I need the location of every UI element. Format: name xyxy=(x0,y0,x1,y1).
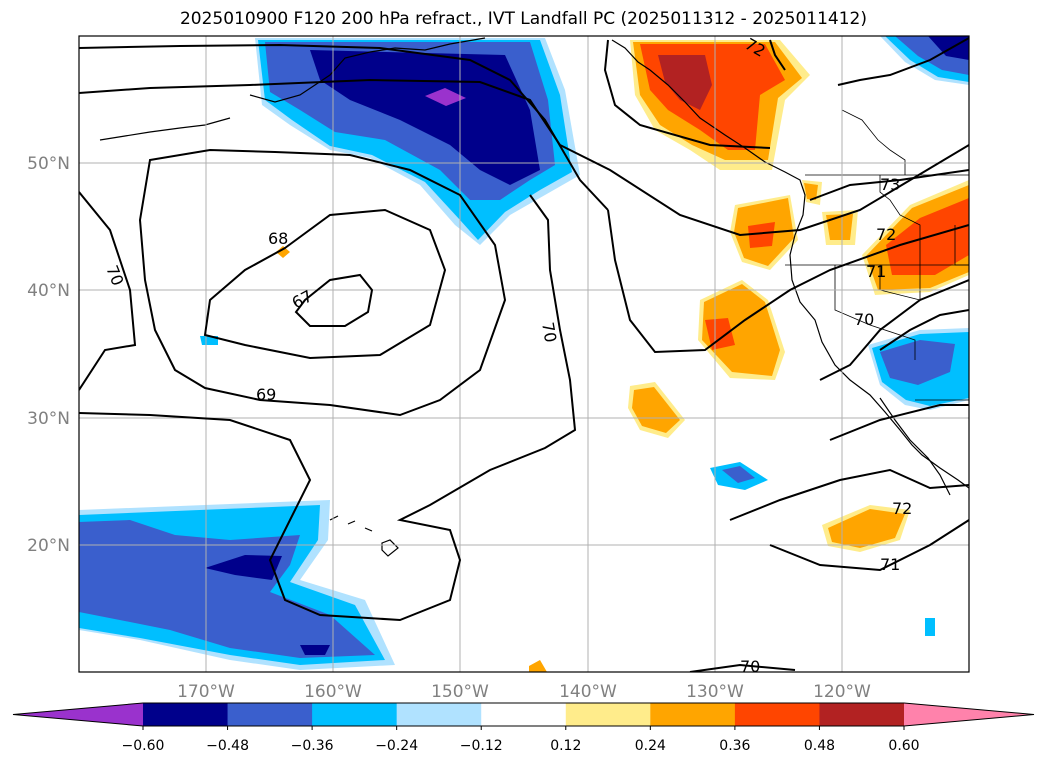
contour-label: 73 xyxy=(880,175,900,194)
colorbar-tick-label: 0.60 xyxy=(888,738,919,754)
lat-label-30n: 30°N xyxy=(27,409,70,429)
positive-anomaly-offshore-california xyxy=(698,280,785,380)
contour-label: 70 xyxy=(740,657,760,676)
shade-orange xyxy=(702,284,780,376)
positive-anomaly-mexico xyxy=(822,505,910,552)
colorbar: −0.60 −0.48 −0.36 −0.24 −0.12 0.12 0.24 0.36 0.4… xyxy=(12,702,1035,754)
shade-royal xyxy=(880,340,955,385)
colorbar-segment xyxy=(650,703,736,726)
colorbar-tick-label: −0.12 xyxy=(460,738,503,754)
colorbar-extend-high xyxy=(904,703,1034,726)
shade-navy xyxy=(300,645,330,655)
positive-anomaly-british-columbia xyxy=(630,40,810,170)
shade-navy xyxy=(205,555,282,580)
longitude-labels: 170°W 160°W 150°W 140°W 130°W 120°W xyxy=(177,682,871,702)
shade-orange xyxy=(826,214,853,240)
shade-orange xyxy=(804,183,818,200)
contour-label: 71 xyxy=(880,555,900,574)
positive-anomaly-small-1 xyxy=(276,246,290,258)
colorbar-segment xyxy=(734,703,820,726)
map-frame xyxy=(78,35,970,673)
negative-anomaly-small-4 xyxy=(925,618,935,636)
negative-anomaly-southwest-us xyxy=(868,328,969,410)
shade-orange xyxy=(828,509,905,548)
lon-label-130w: 130°W xyxy=(686,682,744,702)
positive-anomaly-central-pacific xyxy=(628,382,685,438)
lon-label-120w: 120°W xyxy=(813,682,871,702)
colorbar-tick-label: −0.24 xyxy=(375,738,418,754)
shade-navy xyxy=(928,36,969,60)
positive-anomaly-small-2 xyxy=(529,660,547,672)
shade-red-orange xyxy=(705,318,735,350)
contour-label: 68 xyxy=(268,229,288,248)
shade-firebrick xyxy=(658,55,712,110)
colorbar-tick-label: 0.12 xyxy=(550,738,581,754)
contour-label: 71 xyxy=(866,262,886,281)
shade-orange xyxy=(632,387,680,433)
colorbar-segment xyxy=(565,703,651,726)
colorbar-tick-label: 0.36 xyxy=(719,738,750,754)
negative-anomaly-small-3 xyxy=(200,336,218,345)
colorbar-segment xyxy=(481,703,567,726)
shade-red-orange xyxy=(748,222,775,248)
negative-anomaly-northeast xyxy=(880,36,969,85)
colorbar-tick-label: 0.48 xyxy=(804,738,835,754)
lon-label-150w: 150°W xyxy=(431,682,489,702)
colorbar-extend-low xyxy=(13,703,143,726)
lat-label-50n: 50°N xyxy=(27,154,70,174)
shade-purple xyxy=(425,88,466,106)
colorbar-tick-label: −0.60 xyxy=(122,738,165,754)
lat-label-20n: 20°N xyxy=(27,536,70,556)
refractivity-contours xyxy=(79,37,969,672)
colorbar-segment xyxy=(396,703,482,726)
lon-label-160w: 160°W xyxy=(304,682,362,702)
contour-label: 70 xyxy=(538,321,560,344)
graticule xyxy=(79,36,969,672)
colorbar-tick-label: −0.48 xyxy=(206,738,249,754)
contour-label: 70 xyxy=(854,310,874,329)
colorbar-segment xyxy=(819,703,905,726)
colorbar-tick-label: 0.24 xyxy=(635,738,666,754)
shade-royal xyxy=(79,520,375,658)
colorbar-segment xyxy=(312,703,398,726)
latitude-labels: 50°N 40°N 30°N 20°N xyxy=(27,154,70,556)
map-layers xyxy=(79,36,969,672)
colorbar-segment xyxy=(227,703,313,726)
colorbar-tick-label: −0.36 xyxy=(291,738,334,754)
contour-label: 72 xyxy=(876,225,896,244)
colorbar-segment xyxy=(143,703,229,726)
negative-anomaly-small-2 xyxy=(722,466,755,483)
lon-label-140w: 140°W xyxy=(559,682,617,702)
lon-label-170w: 170°W xyxy=(177,682,235,702)
map-title: 2025010900 F120 200 hPa refract., IVT La… xyxy=(179,9,867,29)
contour-label: 69 xyxy=(256,385,276,404)
lat-label-40n: 40°N xyxy=(27,281,70,301)
contour-label: 72 xyxy=(892,499,912,518)
